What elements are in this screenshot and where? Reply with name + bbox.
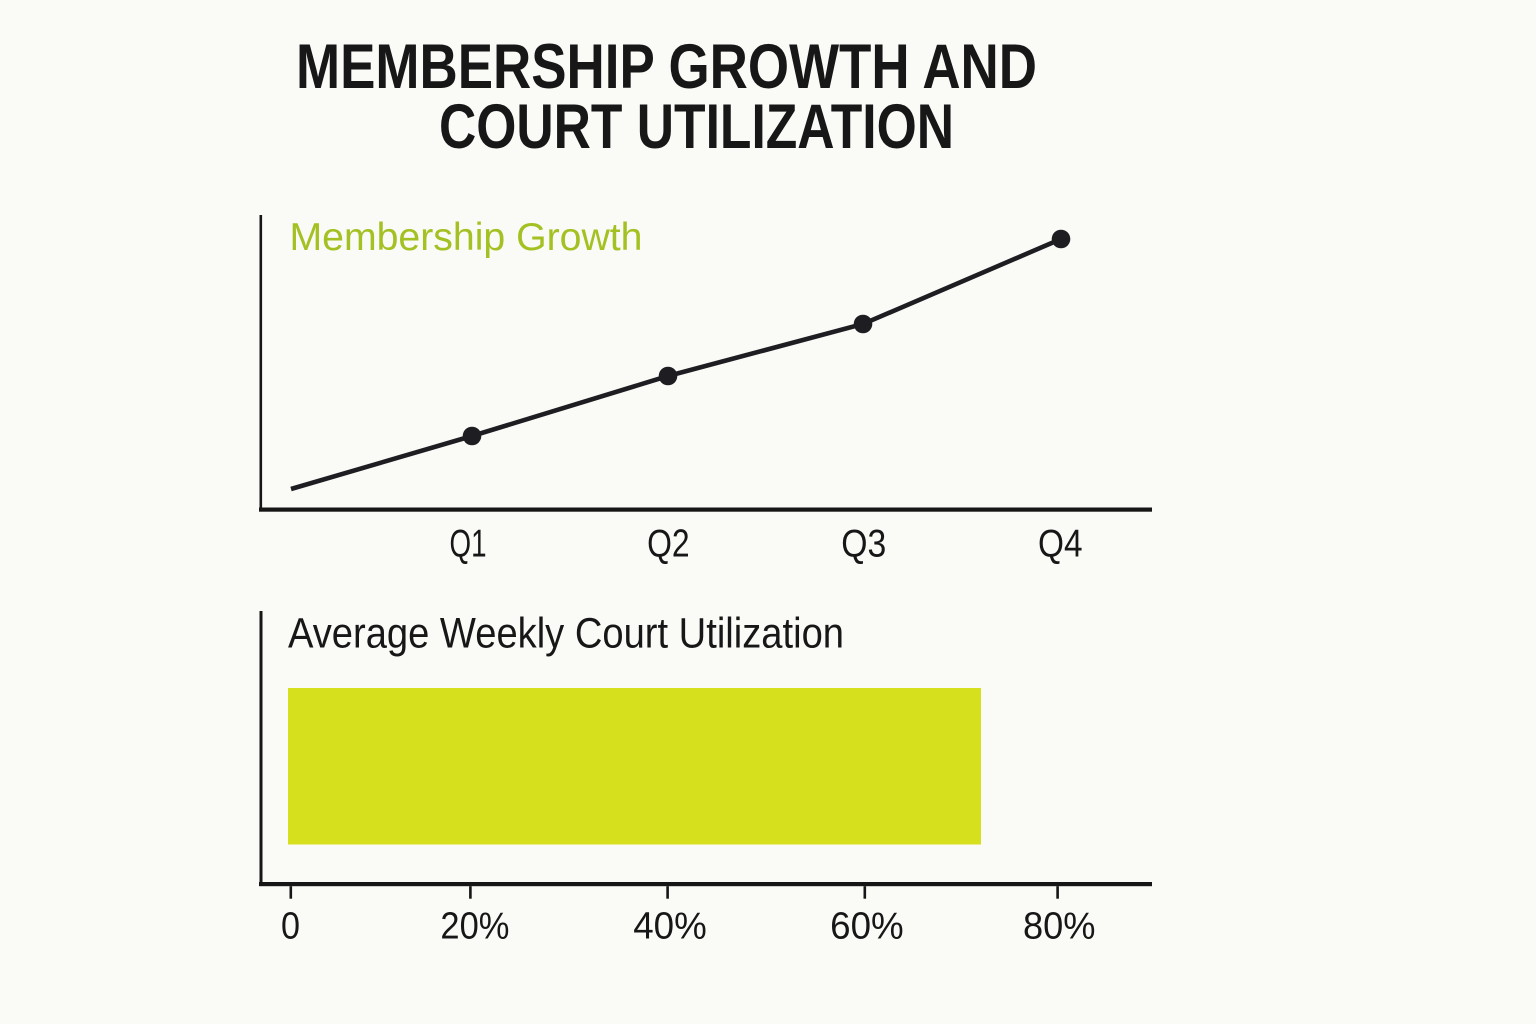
svg-text:60%: 60% [830, 906, 904, 948]
svg-text:80%: 80% [1023, 906, 1096, 948]
svg-text:MEMBERSHIP GROWTH AND: MEMBERSHIP GROWTH AND [296, 32, 1037, 102]
svg-text:Q3: Q3 [841, 523, 886, 566]
svg-text:Membership Growth: Membership Growth [290, 216, 643, 259]
svg-text:Q1: Q1 [450, 523, 487, 566]
svg-text:40%: 40% [633, 906, 707, 948]
svg-text:Q4: Q4 [1038, 523, 1083, 566]
svg-text:20%: 20% [440, 906, 509, 948]
svg-text:Q2: Q2 [647, 523, 690, 566]
svg-text:Average Weekly Court Utilizati: Average Weekly Court Utilization [288, 611, 844, 658]
svg-text:COURT UTILIZATION: COURT UTILIZATION [439, 92, 954, 162]
svg-text:0: 0 [281, 906, 300, 948]
